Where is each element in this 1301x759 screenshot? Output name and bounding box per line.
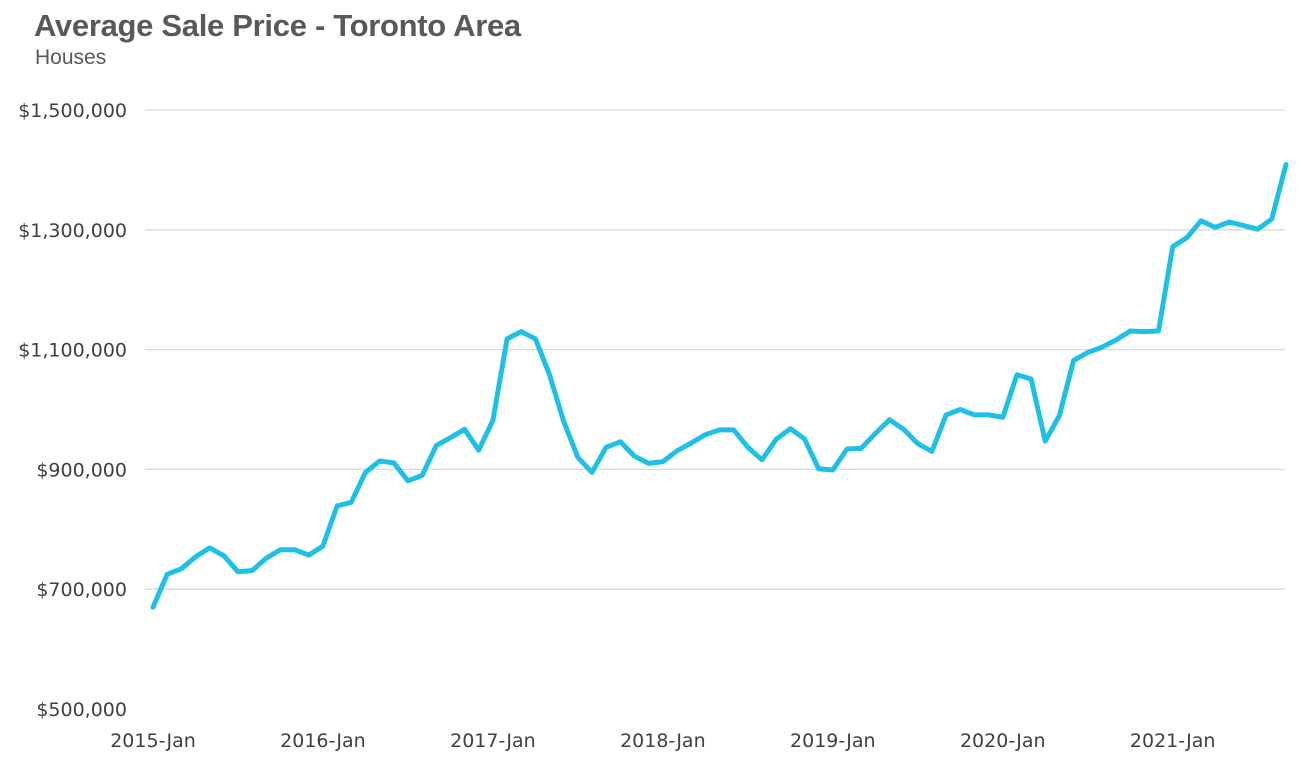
y-tick-label: $1,500,000 <box>18 100 127 122</box>
series-line-houses <box>150 162 1289 610</box>
x-tick-label: 2018-Jan <box>620 730 706 752</box>
x-tick-label: 2020-Jan <box>960 730 1046 752</box>
series-group <box>150 162 1289 610</box>
gridlines <box>145 109 1285 590</box>
x-tick-label: 2019-Jan <box>790 730 876 752</box>
y-tick-label: $500,000 <box>36 699 127 721</box>
x-tick-label: 2017-Jan <box>450 730 536 752</box>
y-tick-label: $1,300,000 <box>18 220 127 242</box>
y-axis-labels: $500,000 $700,000 $900,000 $1,100,000 $1,300… <box>18 100 127 721</box>
x-axis-labels: 2015-Jan 2016-Jan 2017-Jan 2018-Jan 2019-Jan… <box>110 730 1215 752</box>
x-tick-label: 2016-Jan <box>280 730 366 752</box>
y-tick-label: $1,100,000 <box>18 340 127 362</box>
chart-subtitle: Houses <box>35 46 107 69</box>
chart-title: Average Sale Price - Toronto Area <box>34 8 521 43</box>
x-tick-label: 2021-Jan <box>1130 730 1216 752</box>
y-tick-label: $900,000 <box>36 459 127 481</box>
y-tick-label: $700,000 <box>36 579 127 601</box>
x-tick-label: 2015-Jan <box>110 730 196 752</box>
